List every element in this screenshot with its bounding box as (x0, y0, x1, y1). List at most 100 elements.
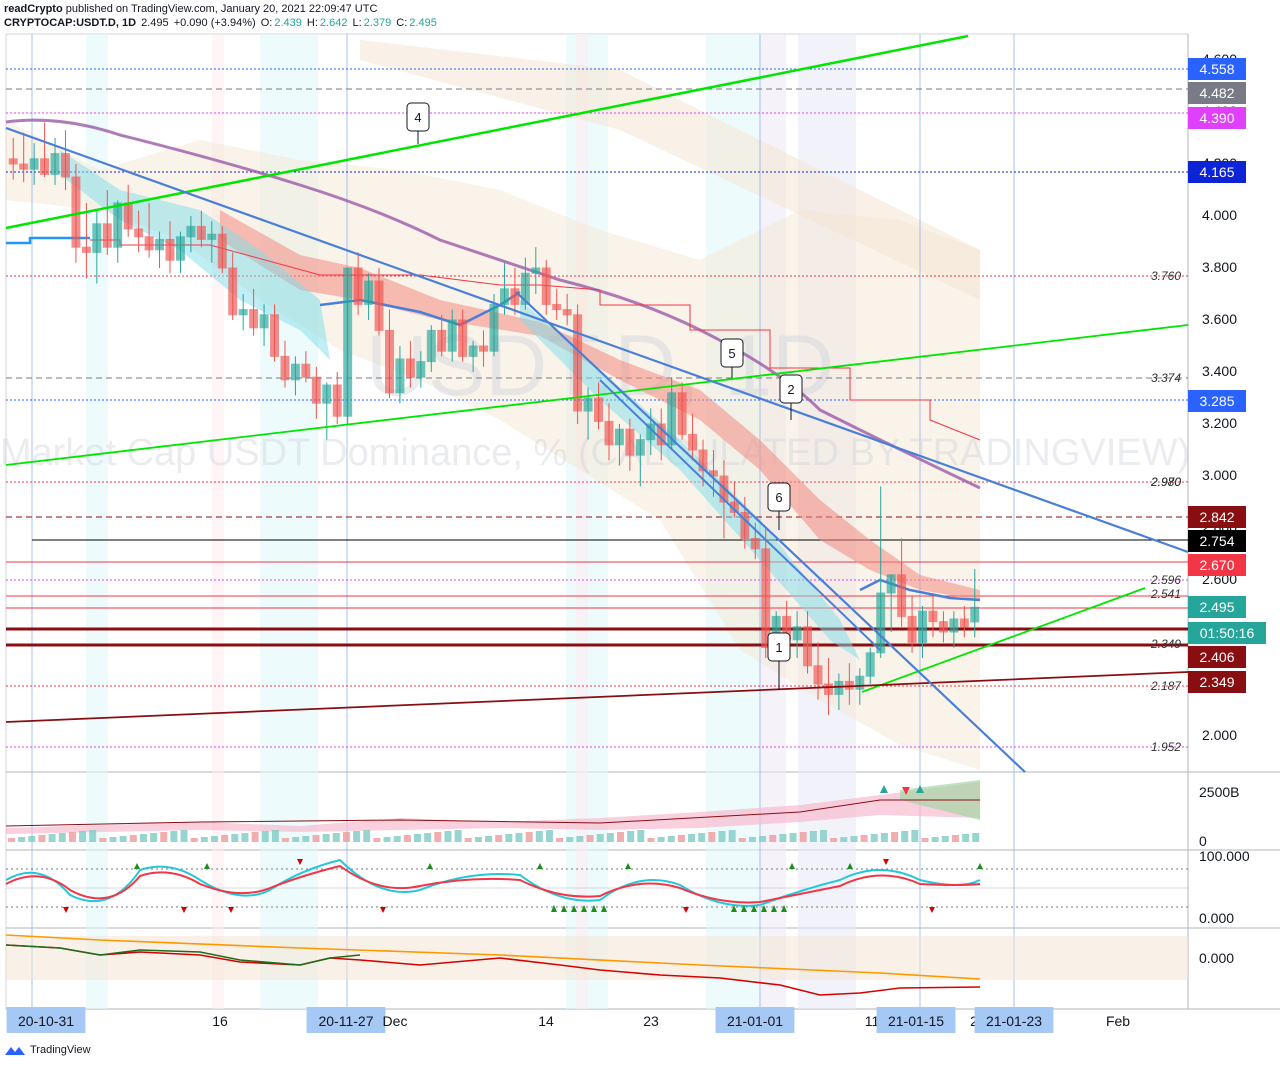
candle-body (364, 280, 374, 305)
level-label: 3.760 (1151, 269, 1181, 283)
candlesticks[interactable] (8, 122, 980, 716)
level-label: 2.349 (1150, 637, 1181, 651)
volume-ma (5, 799, 980, 827)
time-label: 21-01-01 (715, 1007, 795, 1033)
dark-red-trendline (5, 671, 1189, 723)
volume-bar (566, 837, 574, 842)
candle (353, 252, 363, 315)
candle-body (249, 309, 259, 329)
candle-body (834, 680, 844, 695)
candle (865, 647, 875, 684)
price-label: 2.349 (1188, 671, 1246, 693)
volume-bar (474, 837, 482, 842)
volume-bar (353, 831, 361, 842)
chart-header: readCrypto published on TradingView.com,… (4, 2, 439, 30)
candle-body (29, 158, 39, 170)
candle-body (134, 228, 144, 238)
volume-bar (627, 831, 635, 842)
osc-up-arrow (591, 905, 597, 912)
time-label-text: Dec (383, 1013, 408, 1029)
candle-body (938, 621, 948, 633)
green-trendline-upper (5, 34, 969, 230)
price-tick: 3.000 (1202, 467, 1237, 483)
candle (61, 130, 70, 190)
volume-bar (596, 834, 604, 842)
candle (416, 351, 426, 388)
volume-bar (515, 833, 523, 842)
volume-bar (485, 836, 493, 842)
symbol-label[interactable]: CRYPTOCAP:USDT.D, 1D (4, 17, 137, 29)
volume-bar (251, 832, 259, 842)
highlight-zone (260, 34, 318, 1009)
candle (332, 372, 342, 424)
author-name[interactable]: readCrypto (4, 3, 63, 15)
candle (144, 203, 154, 258)
candle-body (729, 501, 739, 513)
volume-bar (647, 838, 655, 842)
candle-body (489, 303, 499, 352)
candle (364, 273, 374, 320)
candle (8, 138, 18, 180)
volume-bar (231, 834, 239, 842)
candle (594, 382, 603, 430)
price-label-text: 3.285 (1199, 393, 1234, 409)
candle-body (353, 267, 363, 305)
third-panel-green (5, 944, 361, 966)
candle (959, 606, 969, 638)
volume-bar (708, 832, 716, 842)
volume-bar (28, 836, 36, 842)
trendlines[interactable] (5, 34, 1189, 773)
high-value: 2.642 (319, 17, 348, 29)
candle-body (510, 288, 520, 305)
candle-body (71, 176, 81, 248)
candle-body (322, 384, 332, 404)
candle-body (573, 314, 583, 412)
candle (468, 340, 478, 372)
candle-body (405, 358, 415, 378)
volume-bar (221, 835, 229, 842)
volume-bar (424, 833, 432, 842)
time-label: 20-10-31 (6, 1007, 86, 1033)
volume-bar (840, 837, 848, 842)
volume-bar (769, 835, 777, 842)
candle-body (301, 363, 311, 378)
candle-body (970, 606, 980, 623)
volume-bar (8, 838, 15, 842)
volume-bar (789, 833, 797, 842)
price-label-text: 2.495 (1199, 599, 1234, 615)
volume-bar (586, 835, 594, 842)
volume-bar (759, 836, 767, 842)
time-label: Dec (383, 1013, 408, 1029)
price-label-text: 4.482 (1199, 85, 1234, 101)
candle-body (949, 618, 959, 633)
price-label: 3.285 (1188, 390, 1246, 412)
volume-bar (79, 831, 87, 842)
open-label: O: (260, 17, 273, 29)
footer[interactable]: TradingView (4, 1044, 91, 1056)
candle-body (541, 267, 551, 305)
candle-body (823, 683, 833, 695)
candle-body (92, 223, 102, 253)
candle (907, 595, 917, 653)
time-label-text: Feb (1106, 1013, 1130, 1029)
volume-bar (129, 835, 137, 842)
candle (81, 203, 91, 279)
volume-bar (150, 833, 158, 842)
price-label: 2.670 (1188, 554, 1246, 576)
osc-up-arrow (789, 863, 795, 869)
candle-body (311, 376, 321, 404)
time-label: 21-01-15 (876, 1007, 956, 1033)
osc-down-arrow (63, 907, 69, 913)
candle-body (217, 233, 227, 269)
candle-body (175, 236, 185, 261)
price-tick: 4.000 (1202, 207, 1237, 223)
candle (19, 132, 29, 183)
candle (259, 304, 269, 346)
signal-arrow (916, 785, 924, 793)
volume-bar (464, 838, 472, 842)
background-highlights (6, 34, 1015, 1009)
oscillator-line-red (5, 864, 981, 904)
candle-body (426, 329, 436, 363)
